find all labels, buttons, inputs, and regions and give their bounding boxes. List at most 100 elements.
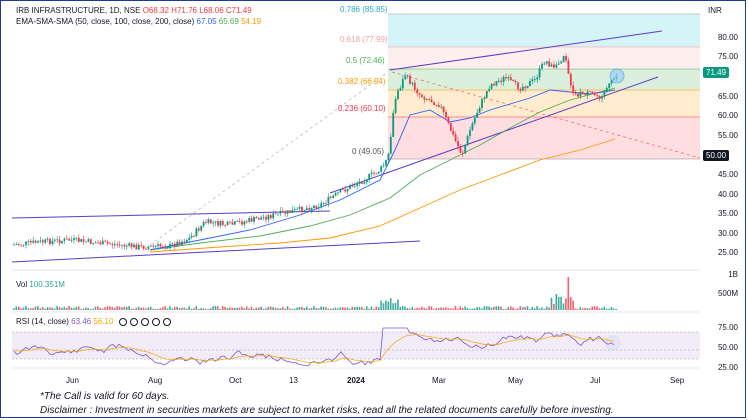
candle-body <box>214 221 217 223</box>
candle-body <box>37 241 39 243</box>
volume-bar <box>233 308 236 310</box>
volume-bar <box>320 306 322 310</box>
candle-body <box>593 93 596 96</box>
volume-bar <box>118 306 121 310</box>
candle-body <box>152 245 155 247</box>
volume-bar <box>562 303 565 310</box>
candle-body <box>53 239 56 241</box>
candle-body <box>140 244 143 246</box>
candle-body <box>97 242 99 244</box>
symbol-legend[interactable]: IRB INFRASTRUCTURE, 1D, NSE O68.32 H71.7… <box>16 6 252 15</box>
candle-body <box>130 243 133 248</box>
volume-bar <box>469 308 471 310</box>
candle-body <box>541 63 543 69</box>
candle-body <box>75 237 78 239</box>
candle-body <box>13 244 15 246</box>
volume-bar <box>137 306 140 310</box>
volume-bar <box>375 306 378 310</box>
volume-bar <box>75 306 78 310</box>
marker-price-tag: 50.00 <box>703 150 730 161</box>
candle-body <box>118 244 121 246</box>
volume-bar <box>406 307 409 310</box>
highlight-circle-price <box>609 68 625 84</box>
candle-body <box>560 61 563 64</box>
volume-bar <box>13 308 15 310</box>
candle-body <box>320 203 323 208</box>
volume-bar <box>274 307 277 310</box>
volume-bar <box>437 308 440 310</box>
currency-label: INR <box>708 6 722 15</box>
volume-bar <box>488 306 490 310</box>
sma200-value: 54.19 <box>241 17 262 26</box>
candle-body <box>502 77 505 82</box>
volume-bar <box>195 306 198 310</box>
candle-body <box>529 81 531 87</box>
candle-body <box>109 243 111 245</box>
candle-body <box>284 211 287 214</box>
candle-body <box>584 93 587 96</box>
volume-bar <box>308 308 310 310</box>
rsi-tick: 50.00 <box>717 343 738 352</box>
candle-body <box>197 228 200 231</box>
candle-body <box>173 243 176 247</box>
candle-body <box>34 240 37 243</box>
candle-body <box>409 75 411 84</box>
volume-bar <box>435 308 438 310</box>
hide-icon[interactable] <box>151 317 160 326</box>
candle-body <box>27 240 30 242</box>
candle-body <box>310 208 313 211</box>
hide-icon[interactable] <box>162 317 171 326</box>
volume-bar <box>279 308 282 310</box>
fib-label-05: 0.5 (72.46) <box>346 56 385 65</box>
volume-bar <box>58 307 61 310</box>
volume-bar <box>73 308 75 310</box>
volume-bar <box>116 306 118 310</box>
volume-bar <box>579 306 582 310</box>
candle-body <box>406 75 409 77</box>
candle-body <box>80 239 83 242</box>
candle-body <box>142 245 145 249</box>
price-tick: 45.00 <box>717 170 738 179</box>
volume-bar <box>541 307 543 310</box>
volume-legend[interactable]: Vol 100.351M <box>16 280 65 289</box>
rsi-label: RSI (14, close) <box>16 317 69 326</box>
volume-bar <box>589 308 591 310</box>
volume-bar <box>183 307 186 310</box>
volume-bar <box>219 308 222 310</box>
candle-body <box>392 112 395 137</box>
volume-bar <box>15 306 18 310</box>
candle-body <box>183 241 186 243</box>
candle-body <box>89 239 92 244</box>
volume-bar <box>332 308 334 310</box>
candle-body <box>169 243 171 248</box>
candle-body <box>245 221 248 223</box>
volume-bar <box>464 306 466 310</box>
volume-bar <box>281 306 284 310</box>
sma100-value: 65.69 <box>218 17 239 26</box>
candle-body <box>425 99 428 100</box>
hide-icon[interactable] <box>140 317 149 326</box>
candle-body <box>596 95 599 96</box>
hide-icon[interactable] <box>129 317 138 326</box>
volume-bar <box>325 307 327 310</box>
candle-body <box>591 91 594 94</box>
volume-bar <box>593 306 596 310</box>
hide-icon[interactable] <box>118 317 127 326</box>
ema-legend[interactable]: EMA-SMA-SMA (50, close, 100, close, 200,… <box>16 17 261 26</box>
volume-bar <box>99 307 102 310</box>
candle-body <box>29 240 32 243</box>
candle-body <box>358 181 361 184</box>
volume-bar <box>130 308 133 310</box>
volume-bar <box>399 306 402 310</box>
volume-bar <box>361 307 363 310</box>
volume-bar <box>142 307 145 310</box>
candle-body <box>505 77 507 79</box>
volume-bar <box>452 308 454 310</box>
rsi-legend[interactable]: RSI (14, close) 63.46 56.10 <box>16 317 171 326</box>
candle-body <box>488 88 491 91</box>
candle-body <box>423 97 426 100</box>
volume-bar <box>365 306 368 310</box>
candle-body <box>586 91 589 96</box>
